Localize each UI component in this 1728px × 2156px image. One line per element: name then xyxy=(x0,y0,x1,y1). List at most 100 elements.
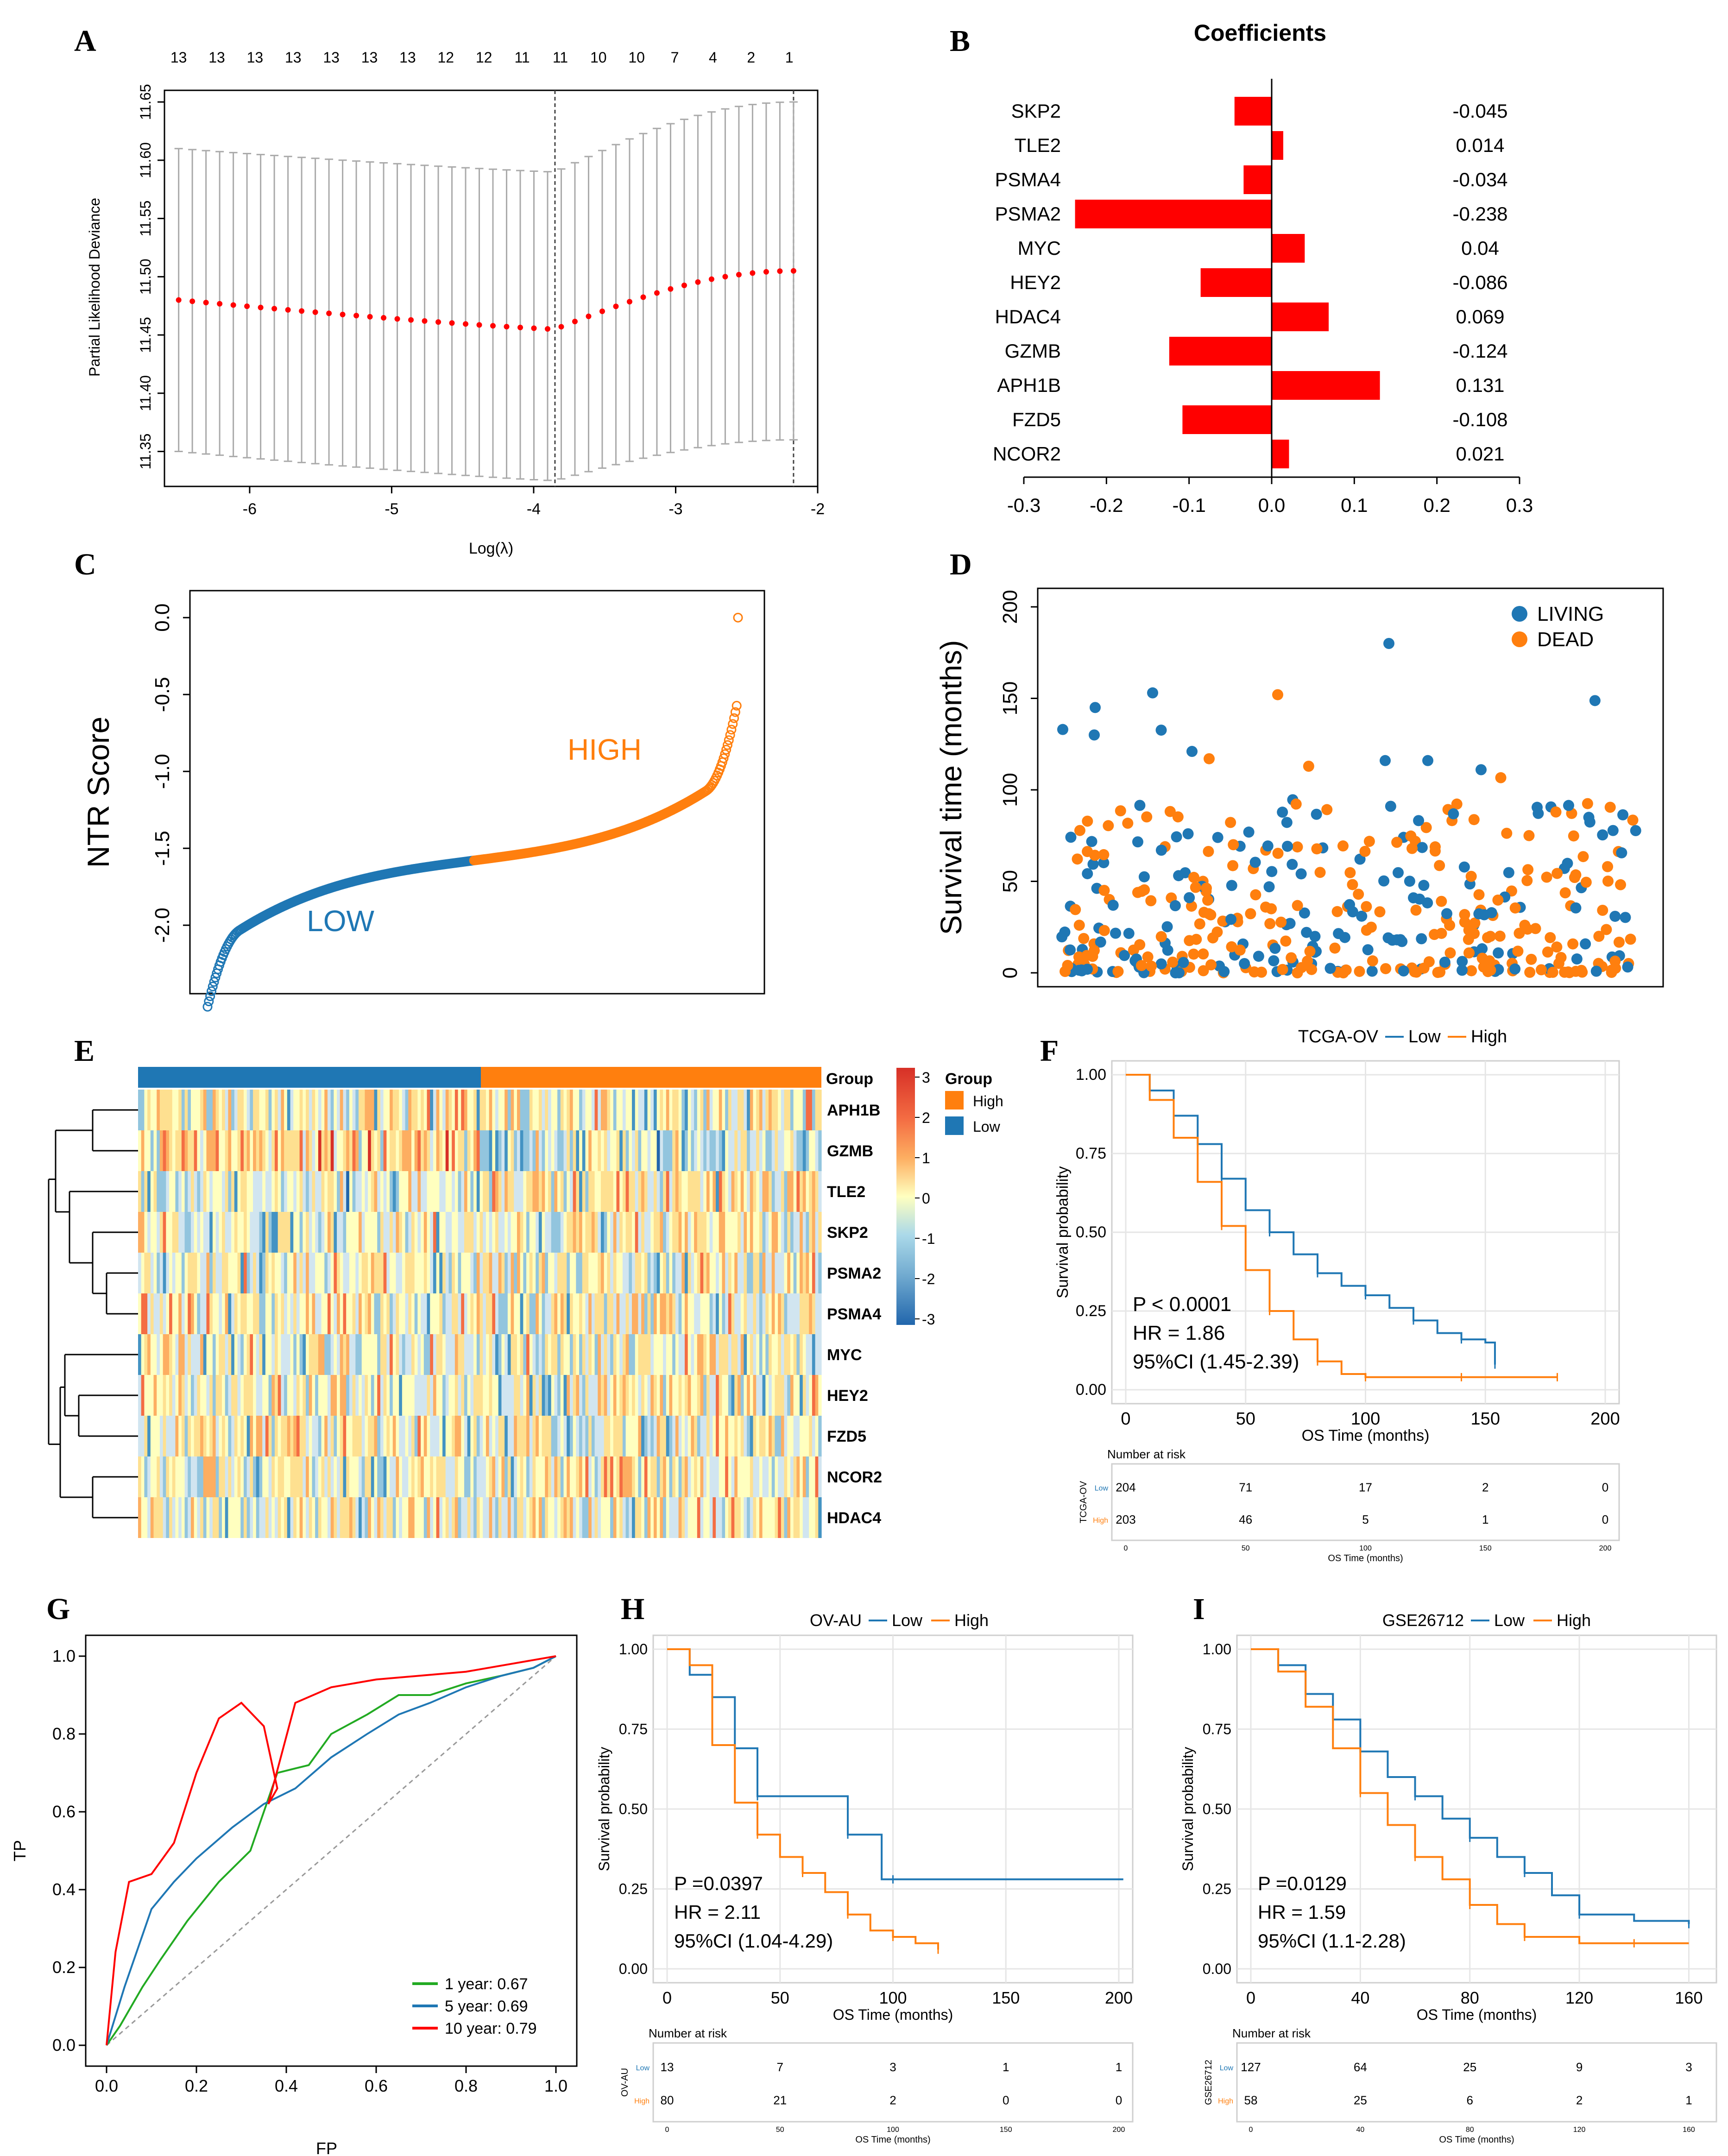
e-heat-cell xyxy=(436,1171,440,1212)
e-heat-cell xyxy=(784,1130,788,1171)
e-heat-cell xyxy=(647,1212,651,1253)
e-heat-cell xyxy=(439,1212,443,1253)
e-heat-cell xyxy=(402,1293,406,1334)
d-point xyxy=(1292,900,1303,911)
a-plot-frame xyxy=(164,89,819,487)
e-heat-cell xyxy=(529,1334,533,1375)
e-heat-cell xyxy=(190,1253,195,1293)
e-heat-cell xyxy=(215,1253,219,1293)
f-stat: 95%CI (1.45-2.39) xyxy=(1133,1350,1299,1373)
e-heat-cell xyxy=(159,1171,164,1212)
i-stat: P =0.0129 xyxy=(1258,1872,1347,1894)
d-point xyxy=(1551,941,1563,953)
e-heat-cell xyxy=(334,1375,337,1416)
e-heat-cell xyxy=(144,1375,148,1416)
d-point xyxy=(1290,798,1302,810)
e-heat-cell xyxy=(268,1334,272,1375)
e-heat-cell xyxy=(778,1130,782,1171)
d-point xyxy=(1186,746,1198,757)
e-heat-cell xyxy=(728,1253,732,1293)
e-heat-cell xyxy=(315,1090,319,1130)
e-heat-cell xyxy=(629,1171,632,1212)
b-xtick-label: 0.3 xyxy=(1506,494,1533,516)
e-heat-cell xyxy=(585,1212,589,1253)
g-legend-1: 1 year: 0.67 xyxy=(445,1975,528,1993)
e-heat-cell xyxy=(638,1130,642,1171)
e-row-label: SKP2 xyxy=(827,1224,868,1242)
e-heat-cell xyxy=(315,1130,319,1171)
e-heat-cell xyxy=(467,1130,471,1171)
a-top-label: 12 xyxy=(476,49,492,66)
e-heat-cell xyxy=(545,1212,549,1253)
e-heat-cell xyxy=(660,1171,663,1212)
e-heat-cell xyxy=(306,1130,309,1171)
e-heat-cell xyxy=(303,1293,306,1334)
e-heat-cell xyxy=(203,1497,207,1538)
a-cv-point xyxy=(203,300,209,306)
e-heat-cell xyxy=(728,1171,732,1212)
e-heat-cell xyxy=(256,1334,260,1375)
e-heat-cell xyxy=(709,1253,713,1293)
d-point xyxy=(1311,808,1322,820)
e-heat-cell xyxy=(448,1334,452,1375)
e-heat-cell xyxy=(293,1456,297,1497)
e-heat-cell xyxy=(421,1456,424,1497)
e-heat-cell xyxy=(781,1334,785,1375)
e-colorbar-tick-label: 1 xyxy=(922,1150,930,1166)
e-heat-cell xyxy=(567,1416,570,1456)
e-heat-cell xyxy=(687,1253,692,1293)
h-legend-high: High xyxy=(954,1611,989,1630)
e-heat-cell xyxy=(737,1293,741,1334)
e-heat-cell xyxy=(536,1375,539,1416)
e-heat-cell xyxy=(476,1090,480,1130)
e-heat-cell xyxy=(778,1497,782,1538)
e-heat-cell xyxy=(240,1334,244,1375)
e-heat-cell xyxy=(163,1212,166,1253)
e-heat-cell xyxy=(157,1375,160,1416)
e-heat-cell xyxy=(622,1253,626,1293)
e-heat-cell xyxy=(259,1416,263,1456)
a-cv-point xyxy=(381,315,387,321)
e-heat-cell xyxy=(448,1171,452,1212)
e-heat-cell xyxy=(579,1130,583,1171)
e-heat-cell xyxy=(731,1171,735,1212)
e-heat-cell xyxy=(604,1416,607,1456)
e-heat-cell xyxy=(380,1497,384,1538)
f-risk-xtick: 200 xyxy=(1599,1545,1612,1552)
d-point xyxy=(1088,945,1100,956)
e-heat-cell xyxy=(175,1416,179,1456)
e-heat-cell xyxy=(405,1212,409,1253)
e-heat-cell xyxy=(399,1253,403,1293)
e-heat-cell xyxy=(240,1253,244,1293)
e-heat-cell xyxy=(731,1375,735,1416)
e-heat-cell xyxy=(209,1416,213,1456)
e-heat-cell xyxy=(815,1212,819,1253)
e-heat-cell xyxy=(228,1130,232,1171)
e-heat-cell xyxy=(417,1375,421,1416)
e-heat-cell xyxy=(663,1293,667,1334)
e-heat-cell xyxy=(374,1456,378,1497)
e-heat-cell xyxy=(532,1456,536,1497)
e-heat-cell xyxy=(594,1416,598,1456)
panel-g: G 0.0 0.2 0.4 0.6 0.8 1.00.00.20.40.60.81.0 F… xyxy=(10,1592,578,2156)
e-heat-cell xyxy=(352,1334,356,1375)
e-heat-cell xyxy=(222,1171,226,1212)
e-heat-cell xyxy=(663,1130,667,1171)
h-risk-title: Number at risk xyxy=(649,2026,727,2040)
e-heat-cell xyxy=(321,1293,325,1334)
e-heat-cell xyxy=(421,1375,424,1416)
e-heat-cell xyxy=(296,1253,300,1293)
panel-label-d: D xyxy=(950,548,972,581)
e-heat-cell xyxy=(806,1456,809,1497)
e-heat-cell xyxy=(622,1130,626,1171)
e-heat-cell xyxy=(802,1090,807,1130)
e-heat-cell xyxy=(796,1293,800,1334)
e-heat-cell xyxy=(184,1416,188,1456)
d-point xyxy=(1524,966,1536,978)
e-heat-cell xyxy=(200,1130,204,1171)
d-point xyxy=(1378,875,1390,887)
e-heat-cell xyxy=(181,1171,185,1212)
e-heat-cell xyxy=(666,1253,670,1293)
e-heat-cell xyxy=(157,1293,160,1334)
e-heat-cell xyxy=(775,1212,778,1253)
